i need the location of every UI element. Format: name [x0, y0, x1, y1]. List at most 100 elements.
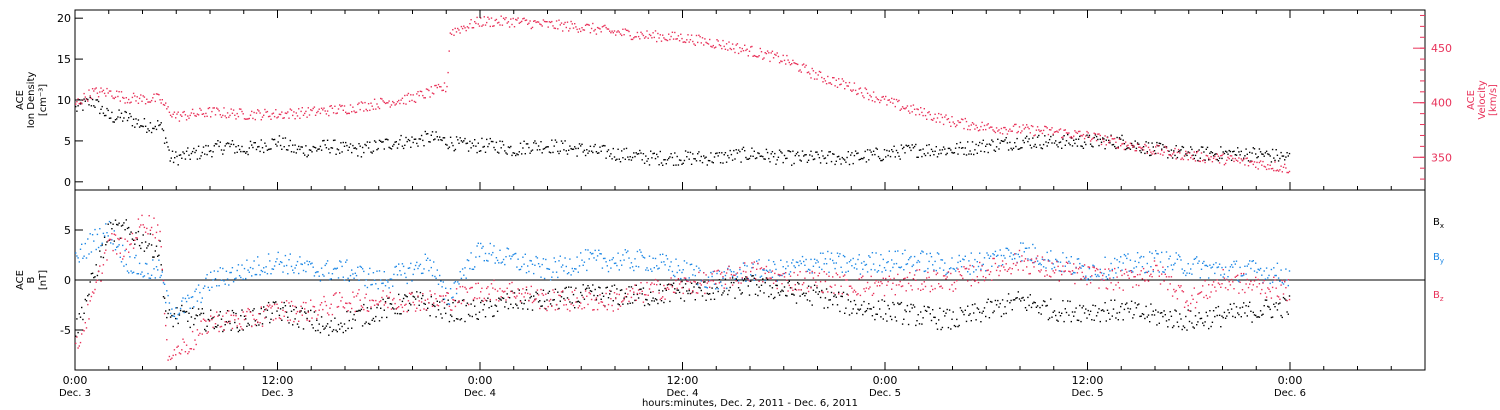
data-point [1156, 264, 1158, 267]
data-point [325, 147, 328, 149]
data-point [963, 153, 965, 155]
data-point [87, 303, 89, 306]
data-point [214, 114, 217, 116]
data-point [539, 149, 541, 151]
data-point [549, 279, 552, 281]
data-point [144, 262, 147, 265]
data-point [721, 152, 723, 154]
data-point [1273, 157, 1275, 159]
data-point [912, 304, 915, 306]
data-point [477, 242, 479, 244]
data-point [669, 38, 671, 41]
data-point [805, 154, 807, 156]
data-point [365, 279, 367, 281]
data-point [399, 270, 401, 272]
data-point [355, 274, 358, 277]
data-point [131, 272, 134, 274]
data-point [114, 219, 117, 221]
data-point [693, 158, 695, 160]
data-point [715, 152, 717, 155]
data-point [596, 152, 599, 154]
data-point [395, 141, 397, 143]
data-point [458, 283, 460, 285]
data-point [842, 275, 845, 277]
data-point [107, 240, 109, 242]
data-point [112, 243, 114, 245]
data-point [813, 78, 816, 80]
data-point [528, 22, 530, 24]
data-point [175, 117, 177, 119]
data-point [577, 147, 579, 150]
data-point [406, 296, 408, 298]
data-point [398, 293, 400, 296]
data-point [1109, 277, 1111, 279]
data-point [838, 155, 840, 158]
data-point [183, 311, 185, 314]
data-point [95, 264, 97, 266]
data-point [582, 296, 584, 299]
data-point [83, 92, 85, 95]
data-point [533, 295, 535, 297]
data-point [811, 304, 813, 306]
data-point [1281, 155, 1283, 157]
data-point [505, 299, 507, 301]
data-point [1251, 152, 1253, 154]
data-point [977, 144, 980, 147]
data-point [420, 297, 423, 300]
data-point [969, 273, 971, 275]
data-point [114, 234, 117, 236]
y-tick-label: 15 [57, 53, 71, 66]
data-point [634, 258, 636, 260]
data-point [895, 262, 898, 265]
data-point [772, 282, 775, 284]
data-point [809, 269, 811, 271]
data-point [875, 280, 877, 282]
data-point [967, 271, 969, 273]
data-point [243, 150, 246, 153]
data-point [143, 96, 146, 98]
data-point [1003, 266, 1005, 268]
data-point [824, 157, 827, 159]
data-point [719, 162, 722, 164]
data-point [400, 134, 402, 137]
data-point [630, 159, 633, 161]
data-point [719, 281, 722, 283]
data-point [1136, 304, 1139, 306]
data-point [540, 305, 542, 307]
data-point [709, 160, 711, 162]
data-point [986, 124, 988, 126]
data-point [1109, 318, 1111, 320]
data-point [816, 287, 818, 289]
data-point [898, 266, 900, 268]
data-point [594, 249, 596, 252]
data-point [469, 140, 471, 143]
data-point [1240, 316, 1242, 318]
data-point [857, 293, 859, 295]
data-point [621, 34, 623, 37]
data-point [917, 108, 919, 111]
data-point [110, 117, 112, 119]
data-point [335, 112, 337, 115]
data-point [663, 37, 665, 39]
data-point [610, 32, 612, 34]
data-point [940, 328, 942, 331]
data-point [907, 282, 910, 285]
data-point [463, 274, 465, 276]
data-point [951, 116, 953, 118]
data-point [1038, 270, 1040, 272]
data-point [276, 117, 278, 119]
data-point [570, 274, 572, 276]
data-point [445, 312, 447, 315]
data-point [1010, 147, 1012, 150]
data-point [336, 267, 338, 269]
data-point [715, 282, 717, 285]
data-point [285, 264, 288, 267]
data-point [1124, 268, 1127, 271]
data-point [177, 164, 179, 166]
data-point [342, 141, 344, 144]
data-point [431, 274, 434, 277]
data-point [425, 259, 428, 261]
data-point [518, 292, 520, 294]
data-point [252, 267, 254, 270]
